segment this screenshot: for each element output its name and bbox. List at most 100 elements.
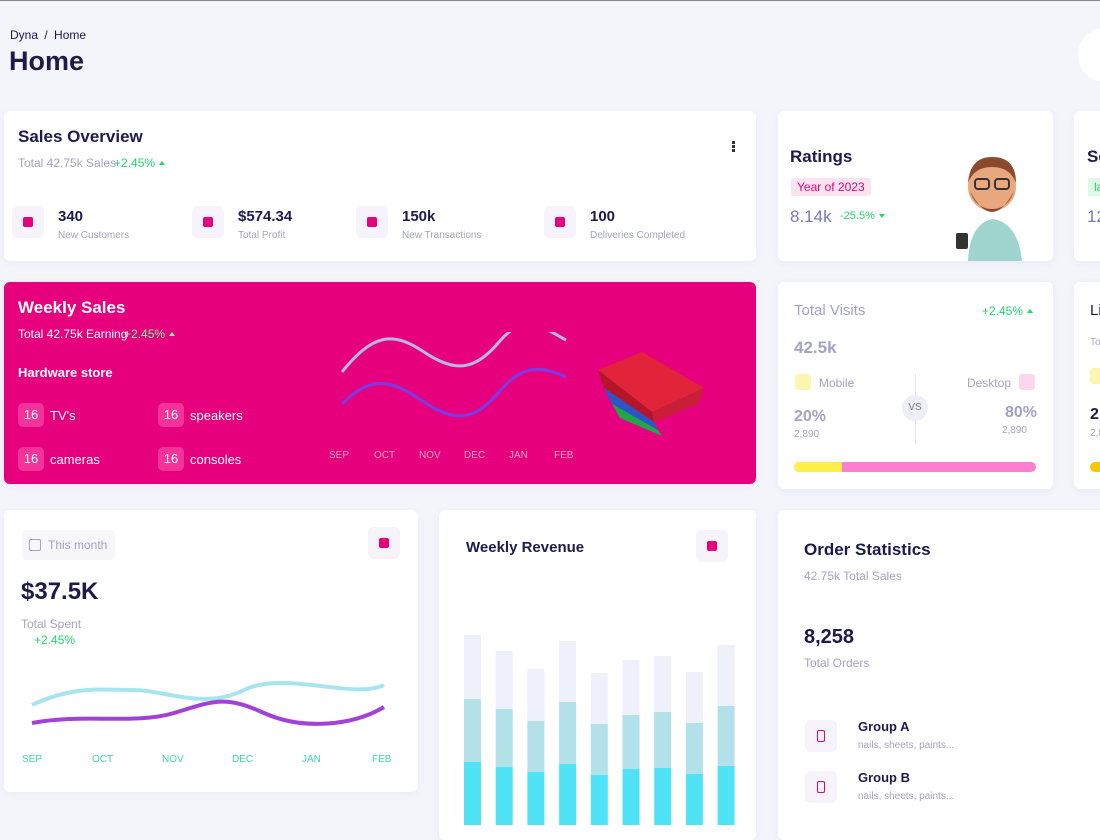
icon <box>1090 368 1100 384</box>
month-label: NOV <box>419 450 441 461</box>
total-visits-card: Total Visits +2.45% 42.5k Mobile Desktop… <box>778 282 1053 489</box>
group-name[interactable]: Group B <box>858 770 910 785</box>
bar-segment <box>495 767 513 825</box>
bar-segment <box>559 702 577 764</box>
period: This month <box>48 538 108 552</box>
breadcrumb-current: Home <box>54 28 87 42</box>
sales-overview-card: Sales Overview Total 42.75k Sales +2.45%… <box>4 111 756 261</box>
month-label: OCT <box>374 450 396 461</box>
change: +2.45% <box>982 304 1033 318</box>
wave-chart <box>340 332 567 418</box>
month-label: JAN <box>509 450 528 461</box>
subtitle: 42.75k Total Sales <box>804 569 902 583</box>
breadcrumb-root[interactable]: Dyna <box>10 28 39 42</box>
month-label: SEP <box>329 450 350 461</box>
value: 2 <box>1090 406 1099 423</box>
month-label: FEB <box>372 754 392 765</box>
value: 12 <box>1087 207 1100 226</box>
bar-segment <box>654 656 672 712</box>
group-icon <box>805 771 837 803</box>
desktop-icon <box>1019 374 1035 390</box>
month-label: NOV <box>162 754 184 765</box>
change: +2.45% <box>124 327 175 341</box>
desktop-label: Desktop <box>966 376 1011 390</box>
progress-mobile <box>794 462 843 472</box>
store: Hardware store <box>18 365 113 380</box>
menu[interactable] <box>732 141 735 144</box>
bar-chart <box>464 635 735 825</box>
ratings-card: Ratings Year of 2023 8.14k -25.5% <box>778 111 1053 261</box>
icon-glyph <box>817 781 825 793</box>
bar-segment <box>685 672 703 723</box>
bar-segment <box>464 699 481 762</box>
bar-segment <box>559 764 577 825</box>
stat-value: 150k <box>402 208 436 225</box>
desktop-percent: 80% <box>1004 404 1037 421</box>
change: +2.45% <box>34 633 76 647</box>
vs: VS <box>902 395 928 421</box>
mobile-count: 2,890 <box>794 429 820 440</box>
month-label: DEC <box>464 450 486 461</box>
bar-segment <box>622 660 640 715</box>
subtitle: To <box>1090 337 1100 348</box>
bar-segment <box>590 724 608 775</box>
stat-label: Total Profit <box>238 230 286 241</box>
bar-segment <box>622 769 640 825</box>
weekly-sales-card: Weekly Sales Total 42.75k Earning +2.45%… <box>4 282 756 484</box>
cropped-card: Li To 2 2,8 <box>1074 282 1100 489</box>
stat-icon <box>356 206 388 238</box>
breadcrumb: Dyna / Home <box>10 28 86 42</box>
change: -25.5% <box>840 210 885 222</box>
month-label: JAN <box>302 754 321 765</box>
period-pill[interactable]: This month <box>22 530 116 560</box>
bar-segment <box>717 645 735 706</box>
bar-segment <box>527 772 545 825</box>
bar-segment <box>685 723 703 774</box>
card-title: Se <box>1087 147 1100 166</box>
stat-label: New Customers <box>58 230 130 241</box>
item-label: consoles <box>190 452 242 467</box>
stat-value: $574.34 <box>238 208 293 225</box>
group-desc: nails, sheets, paints... <box>858 740 955 751</box>
card-title: Total Visits <box>794 302 866 319</box>
bar-segment <box>590 775 608 825</box>
mobile-icon <box>795 374 811 390</box>
item-label: speakers <box>190 408 243 423</box>
card-title: Order Statistics <box>804 540 931 559</box>
bar-segment <box>654 768 672 825</box>
stat-value: 340 <box>58 208 84 225</box>
change: +2.45% <box>114 156 165 170</box>
label: Total Orders <box>804 656 870 670</box>
value: 42.5k <box>794 338 837 357</box>
bar-segment <box>495 651 513 709</box>
group-name[interactable]: Group A <box>858 719 910 734</box>
label: Total Spent <box>21 617 82 631</box>
weekly-revenue-card: Weekly Revenue <box>439 510 756 840</box>
month-label: FEB <box>554 450 574 461</box>
month-label: DEC <box>232 754 254 765</box>
roof-illustration <box>598 352 704 436</box>
icon-glyph <box>817 730 825 742</box>
bar-segment <box>685 774 703 825</box>
month-label: SEP <box>22 754 43 765</box>
progress-bar <box>794 462 1036 472</box>
mobile-percent: 20% <box>794 408 827 425</box>
page-title: Home <box>9 46 85 76</box>
count: 2,8 <box>1090 428 1100 439</box>
card-title: Weekly Sales <box>18 298 126 317</box>
total-spent-card: This month $37.5K Total Spent +2.45% SEP… <box>4 510 418 792</box>
bar-segment <box>654 712 672 768</box>
chart-icon[interactable] <box>696 530 728 562</box>
chart-icon[interactable] <box>368 527 400 559</box>
item-count: 16 <box>18 447 44 471</box>
bar-segment <box>590 673 608 724</box>
breadcrumb-sep: / <box>44 28 48 42</box>
avatar-button[interactable] <box>1078 28 1100 82</box>
value: 8,258 <box>804 626 855 648</box>
bar-segment <box>717 706 735 766</box>
month-label: OCT <box>92 754 114 765</box>
bar-segment <box>622 715 640 769</box>
stat-value: 100 <box>590 208 616 225</box>
stat-label: New Transactions <box>402 230 482 241</box>
